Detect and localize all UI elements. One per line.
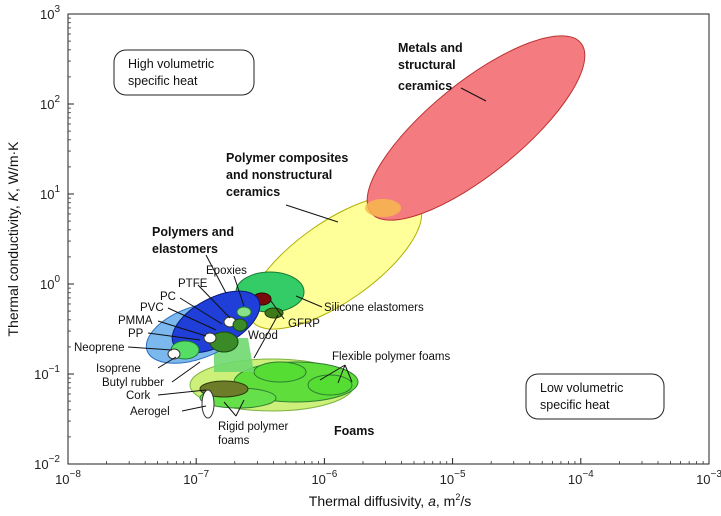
label-epoxies: Epoxies (206, 265, 247, 277)
label-pvc: PVC (140, 302, 164, 314)
region-foam-bubble-2 (253, 361, 307, 383)
y-axis: 10−2 10−1 100 101 102 103 (34, 4, 74, 472)
label-wood: Wood (248, 330, 278, 342)
label-pmma: PMMA (118, 315, 153, 327)
y-tick-label: 103 (40, 4, 60, 22)
label-gfrp: GFRP (288, 318, 320, 330)
label-composites-2: and nonstructural (226, 168, 332, 182)
label-isoprene: Isoprene (96, 363, 141, 375)
x-tick-label: 10−5 (440, 469, 466, 487)
region-overlap (365, 199, 401, 217)
label-butyl: Butyl rubber (102, 377, 164, 389)
label-metals-3: ceramics (398, 79, 452, 93)
y-axis-title: Thermal conductivity, K, W/m·K (5, 141, 21, 337)
label-metals-1: Metals and (398, 41, 463, 55)
regions (145, 35, 586, 419)
label-polymers-2: elastomers (152, 242, 218, 256)
annotation-high: High volumetric specific heat (113, 49, 255, 96)
region-isoprene (167, 348, 181, 360)
label-aerogel: Aerogel (130, 406, 170, 418)
label-silicone: Silicone elastomers (324, 302, 424, 314)
region-ptfe (232, 318, 248, 332)
x-tick-label: 10−7 (183, 469, 209, 487)
label-neoprene: Neoprene (74, 342, 125, 354)
x-tick-label: 10−4 (568, 469, 594, 487)
label-polymers-1: Polymers and (152, 225, 234, 239)
label-pp: PP (128, 328, 144, 340)
plot-area (67, 13, 710, 465)
x-tick-label: 10−8 (55, 469, 81, 487)
x-axis-title: Thermal diffusivity, a, m2/s (309, 492, 471, 509)
label-flexible: Flexible polymer foams (332, 351, 450, 363)
label-metals-2: structural (398, 58, 456, 72)
label-rigid-1: Rigid polymer (218, 421, 288, 433)
region-labels: Metals and structural ceramics Polymer c… (74, 41, 463, 447)
y-tick-label: 100 (40, 274, 60, 292)
label-composites-3: ceramics (226, 185, 280, 199)
region-epoxies (236, 306, 252, 318)
region-pp (203, 332, 217, 344)
label-cork: Cork (126, 390, 151, 402)
y-tick-label: 101 (40, 184, 60, 202)
region-wood (264, 307, 284, 319)
y-tick-label: 10−2 (34, 454, 60, 472)
annotation-high-line2: specific heat (128, 74, 198, 88)
label-composites-1: Polymer composites (226, 151, 348, 165)
region-foam-bubble-1 (307, 374, 353, 396)
label-foams: Foams (334, 424, 374, 438)
x-tick-label: 10−6 (311, 469, 337, 487)
y-tick-label: 102 (40, 94, 60, 112)
x-tick-label: 10−3 (696, 469, 721, 487)
label-pc: PC (160, 291, 176, 303)
x-axis: 10−8 10−7 10−6 10−5 10−4 10−3 (55, 458, 721, 487)
label-ptfe: PTFE (178, 278, 208, 290)
annotation-high-line1: High volumetric (128, 57, 214, 71)
y-tick-label: 10−1 (34, 364, 60, 382)
annotation-low: Low volumetric specific heat (525, 373, 665, 420)
annotation-low-line2: specific heat (540, 398, 610, 412)
annotation-low-line1: Low volumetric (540, 381, 623, 395)
leader-lines (127, 87, 487, 417)
label-rigid-2: foams (218, 435, 250, 447)
region-aerogel (201, 389, 215, 419)
